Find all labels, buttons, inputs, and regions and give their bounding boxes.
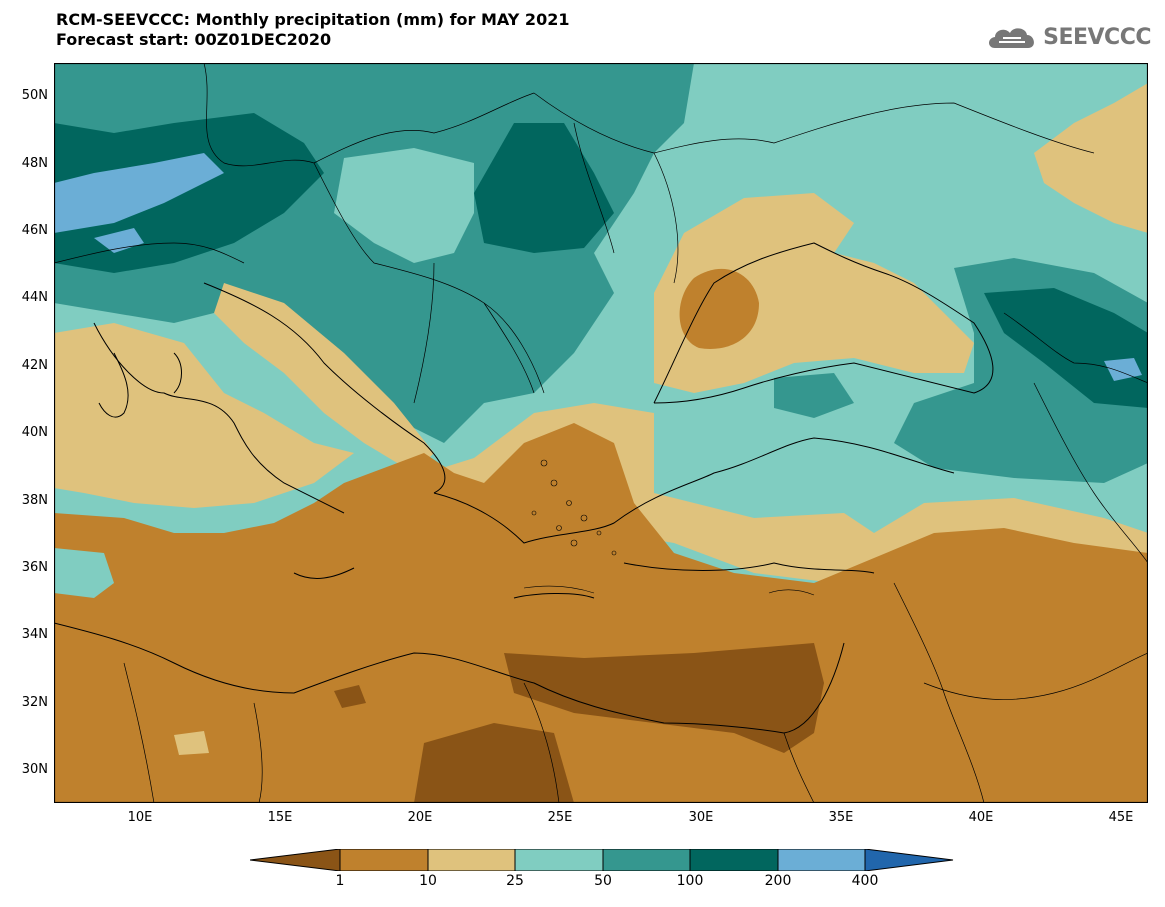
lon-label-20e: 20E: [407, 810, 433, 825]
contour-below-1-libya: [414, 723, 574, 803]
lon-label-35e: 35E: [828, 810, 854, 825]
contour-25-50-algeria: [54, 548, 114, 598]
lat-label-44n: 44N: [21, 290, 48, 305]
colorbar-label-1: 1: [335, 873, 345, 889]
aegean-islands: [523, 459, 815, 596]
contour-10-25-libya-patch: [174, 731, 209, 755]
contour-below-1-patch: [334, 685, 366, 708]
contour-below-1-egypt: [504, 643, 824, 753]
colorbar-upper-triangle: [864, 849, 954, 871]
precipitation-map: [54, 63, 1148, 803]
forecast-start: Forecast start: 00Z01DEC2020: [56, 30, 332, 49]
contour-10-25-adriatic: [214, 283, 434, 473]
lon-label-15e: 15E: [267, 810, 293, 825]
seevccc-logo: SEEVCCC: [985, 22, 1151, 52]
cloud-icon: [989, 28, 1035, 48]
lat-label-46n: 46N: [21, 223, 48, 238]
contour-1-10-med: [54, 423, 1148, 803]
coastlines: [54, 242, 994, 734]
contour-200-400-alps: [54, 153, 224, 233]
contour-100-200-caucasus: [984, 288, 1148, 408]
lat-label-48n: 48N: [21, 156, 48, 171]
contour-50-100-anatolia: [774, 373, 854, 418]
colorbar-lower-triangle: [250, 849, 341, 871]
colorbar-label-50: 50: [594, 873, 612, 889]
lon-label-25e: 25E: [547, 810, 573, 825]
lat-label-42n: 42N: [21, 358, 48, 373]
contour-10-25-northeast: [1034, 83, 1148, 233]
lat-label-40n: 40N: [21, 425, 48, 440]
contour-200-400-caucasus: [1104, 358, 1142, 381]
colorbar-bin-100-200: [689, 849, 779, 871]
colorbar: [250, 849, 954, 871]
contour-1-10-blacksea-island: [679, 268, 759, 349]
country-borders: [54, 63, 1148, 803]
colorbar-bin-1-10: [339, 849, 429, 871]
map-title: RCM-SEEVCCC: Monthly precipitation (mm) …: [56, 10, 570, 29]
contour-100-200-carpath: [474, 123, 614, 253]
contour-10-25-west: [54, 323, 354, 508]
colorbar-label-10: 10: [419, 873, 437, 889]
logo-text: SEEVCCC: [1043, 24, 1151, 50]
colorbar-bin-200-400: [777, 849, 866, 871]
lat-label-36n: 36N: [21, 560, 48, 575]
contour-200-400-dinaric: [94, 228, 144, 253]
map-frame: [54, 63, 1148, 803]
lon-label-10e: 10E: [127, 810, 153, 825]
lat-label-38n: 38N: [21, 493, 48, 508]
lon-label-45e: 45E: [1108, 810, 1134, 825]
colorbar-bin-25-50: [514, 849, 604, 871]
colorbar-label-100: 100: [676, 873, 704, 889]
lat-label-50n: 50N: [21, 88, 48, 103]
lon-label-30e: 30E: [688, 810, 714, 825]
lat-label-32n: 32N: [21, 695, 48, 710]
colorbar-bin-10-25: [427, 849, 516, 871]
colorbar-label-400: 400: [851, 873, 879, 889]
lon-label-40e: 40E: [968, 810, 994, 825]
colorbar-bin-50-100: [602, 849, 691, 871]
lat-label-30n: 30N: [21, 762, 48, 777]
colorbar-label-25: 25: [506, 873, 524, 889]
contour-25-50-hungary: [334, 148, 474, 263]
lat-label-34n: 34N: [21, 627, 48, 642]
colorbar-label-200: 200: [764, 873, 792, 889]
